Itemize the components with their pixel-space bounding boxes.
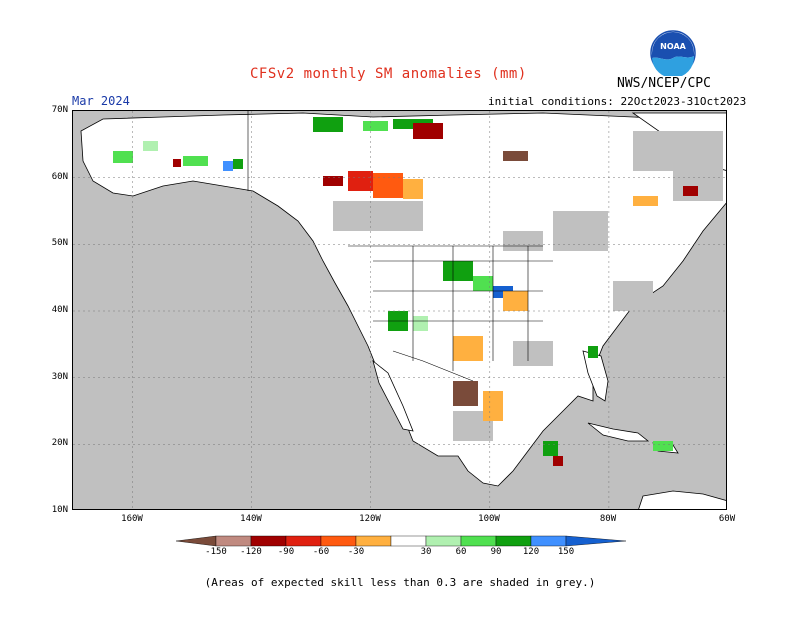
colorbar-label: -90 (277, 547, 295, 557)
lat-label: 50N (51, 238, 68, 248)
footnote: (Areas of expected skill less than 0.3 a… (204, 576, 596, 589)
agency-label: NWS/NCEP/CPC (617, 76, 711, 91)
colorbar-max-arrow (565, 535, 626, 547)
logo-text: NOAA (660, 42, 686, 51)
lon-label: 140W (240, 514, 262, 524)
colorbar-label: 120 (522, 547, 540, 557)
map-canvas (73, 111, 726, 509)
colorbar-bin (215, 535, 252, 547)
lon-label: 100W (478, 514, 500, 524)
colorbar-label: -30 (347, 547, 365, 557)
colorbar-label: -120 (240, 547, 262, 557)
colorbar-bin (355, 535, 392, 547)
initial-conditions: initial conditions: 22Oct2023-31Oct2023 (488, 95, 747, 108)
lon-label: 60W (718, 514, 736, 524)
noaa-logo: NOAA (650, 30, 696, 76)
colorbar-bin (495, 535, 532, 547)
colorbar-bin (530, 535, 567, 547)
colorbar-bin (250, 535, 287, 547)
colorbar-bin (390, 535, 427, 547)
colorbar-bin (460, 535, 497, 547)
colorbar (176, 535, 626, 547)
valid-month: Mar 2024 (72, 94, 130, 108)
colorbar-label: 30 (420, 547, 432, 557)
colorbar-label: -60 (312, 547, 330, 557)
lat-label: 60N (51, 172, 68, 182)
colorbar-bin (320, 535, 357, 547)
colorbar-label: 150 (557, 547, 575, 557)
colorbar-bin (285, 535, 322, 547)
colorbar-min-arrow (176, 535, 217, 547)
lat-label: 40N (51, 305, 68, 315)
map-title: CFSv2 monthly SM anomalies (mm) (250, 66, 527, 82)
political-borders (247, 111, 553, 382)
low-skill-shading (193, 131, 723, 441)
graticule (73, 111, 726, 509)
map-panel (72, 110, 727, 510)
lon-label: 120W (359, 514, 381, 524)
colorbar-label: 60 (455, 547, 467, 557)
lon-label: 80W (599, 514, 617, 524)
lat-label: 30N (51, 372, 68, 382)
colorbar-label: 90 (490, 547, 502, 557)
lat-label: 10N (51, 505, 68, 515)
lat-label: 20N (51, 438, 68, 448)
colorbar-bin (425, 535, 462, 547)
lat-label: 70N (51, 105, 68, 115)
anomaly-cells (113, 117, 698, 466)
lon-label: 160W (121, 514, 143, 524)
colorbar-label: -150 (205, 547, 227, 557)
